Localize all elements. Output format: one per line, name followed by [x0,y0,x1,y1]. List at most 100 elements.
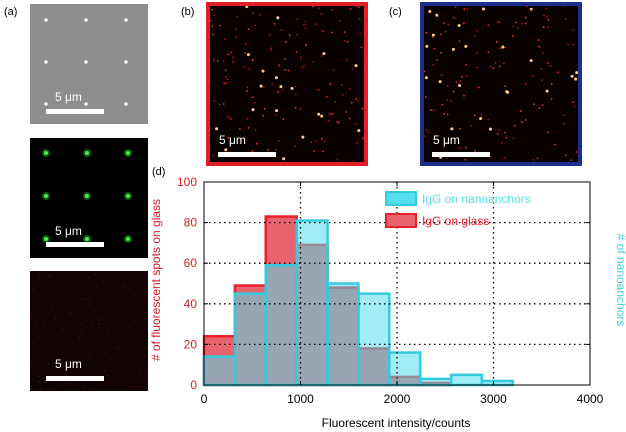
fluorescent-spot [452,90,455,93]
fluorescent-spot [537,39,540,41]
fluorescent-spot [498,65,501,68]
fluorescent-spot [245,6,249,9]
nanoanchor-dot [124,60,128,64]
fluorescent-spot [443,113,446,115]
fluorescent-spot [499,47,502,49]
fluorescent-spot [488,127,492,131]
fluorescent-spot [459,146,462,149]
nanoanchor-dot [44,18,48,22]
noise-speck [49,274,51,277]
fluorescent-spot [331,113,334,115]
noise-speck [70,312,73,314]
fluorescent-spot [497,21,500,24]
fluorescent-spot [570,159,573,162]
fluorescent-spot [354,64,358,68]
fluorescent-spot [294,85,297,88]
fluorescent-spot [355,123,358,125]
fluorescent-spot [461,76,463,78]
fluorescent-spot [540,68,543,70]
fluorescent-spot [463,22,465,24]
fluorescent-spot [361,107,364,110]
fluorescent-spot [313,150,316,152]
fluorescent-spot [222,103,225,105]
fluorescent-spot [239,128,241,130]
noise-speck [56,305,58,308]
noise-speck [39,278,41,280]
noise-speck [56,370,58,372]
noise-speck [130,386,132,388]
noise-speck [142,309,144,311]
fluorescent-spot [246,53,250,57]
fluorescent-spot [495,41,498,43]
fluorescent-spot [575,151,578,153]
noise-speck [135,302,137,304]
fluorescent-spot [464,44,468,48]
fluorescent-spot [345,111,347,113]
fluorescent-spot [334,100,337,103]
sem-image: 5 μm [30,4,148,124]
noise-speck [133,320,136,322]
scale-bar [432,152,490,157]
noise-speck [117,347,119,349]
fluorescent-spot [498,129,501,131]
fluorescent-spot [276,16,280,20]
fluorescent-spot [324,140,326,143]
fluorescent-spot [245,43,247,46]
green-fluorescence-image: 5 μm [30,138,148,258]
noise-speck [87,337,89,339]
fluorescent-spot [304,27,307,30]
noise-speck [138,373,140,375]
fluorescent-spot [441,103,444,106]
fluorescent-spot [458,127,461,130]
fluorescent-spot [427,131,430,134]
fluorescent-spot [349,88,351,90]
noise-speck [109,348,111,350]
fluorescent-spot [521,121,523,123]
fluorescent-spot [305,44,307,47]
noise-speck [99,319,101,321]
x-axis-label: Fluorescent intensity/counts [322,416,471,430]
fluorescent-spot [278,139,281,142]
fluorescent-spot [330,31,333,34]
fluorescent-spot [536,157,539,160]
fluorescent-spot [503,156,506,159]
scale-bar [46,242,104,247]
fluorescent-spot [337,121,340,124]
fluorescent-spot [255,142,258,145]
fluorescent-spot [524,119,527,121]
noise-speck [87,276,89,278]
fluorescent-spot [223,82,226,85]
fluorescent-spot [300,58,302,61]
fluorescent-spot [247,67,250,70]
noise-speck [35,319,37,322]
noise-speck [50,276,52,278]
fluorescent-spot [476,52,478,54]
fluorescent-spot [515,21,517,24]
fluorescent-spot [329,113,331,115]
fluorescent-spot [438,80,442,84]
fluorescent-spot [540,79,543,81]
noise-speck [100,318,102,320]
panel-c-label: (c) [389,6,402,18]
noise-speck [38,381,40,383]
fluorescent-spot [487,24,490,27]
nanoanchor-bar [480,379,515,387]
fluorescent-spot [562,114,565,117]
fluorescent-spot [213,14,216,17]
fluorescent-spot [459,80,462,83]
fluorescent-spot [211,33,214,36]
fluorescent-spot [529,59,533,63]
noise-speck [61,313,63,315]
fluorescent-spot [259,84,263,88]
fluorescent-spot [538,45,540,48]
nanoanchor-bar [418,377,453,387]
fluorescent-spot [267,149,270,151]
noise-speck [114,347,116,349]
fluorescent-spot [350,101,353,104]
noise-speck [81,371,83,373]
fluorescent-spot [212,154,215,157]
noise-speck [112,354,114,356]
fluorescent-spot [225,82,228,85]
fluorescent-spot [513,124,516,127]
fluorescent-spot [463,94,465,97]
